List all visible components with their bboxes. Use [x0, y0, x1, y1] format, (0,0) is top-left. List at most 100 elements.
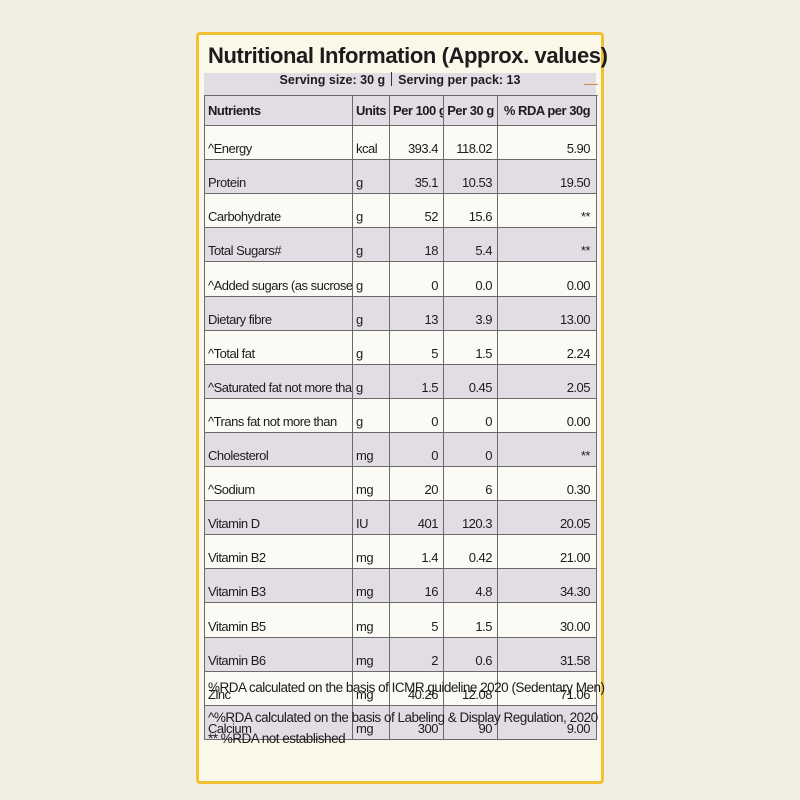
value-per-100g: 16 — [389, 568, 444, 604]
footnote-icmr: %RDA calculated on the basis of ICMR gui… — [208, 680, 605, 695]
header-units: Units — [352, 94, 390, 127]
serving-info: Serving size: 30 g Serving per pack: 13 — [204, 71, 596, 89]
nutrient-name: Cholesterol — [204, 431, 353, 468]
value-per-100g: 2 — [389, 636, 444, 672]
footnote-not-established: ** %RDA not established — [208, 731, 346, 746]
value-per-30g: 120.3 — [443, 500, 498, 536]
nutrient-name: ^Energy — [204, 125, 353, 161]
nutrient-unit: mg — [352, 636, 390, 672]
table-row: ^Saturated fat not more than g 1.5 0.45 2.05 — [204, 363, 597, 399]
value-rda: 20.05 — [497, 500, 597, 536]
nutrient-unit: mg — [352, 704, 390, 740]
header-per-30g: Per 30 g — [443, 94, 498, 127]
value-per-30g: 5.4 — [443, 227, 498, 263]
nutrient-name: Vitamin D — [204, 500, 353, 536]
nutrient-name: ^Trans fat not more than — [204, 397, 353, 433]
value-rda: 34.30 — [497, 568, 597, 604]
nutrient-unit: g — [352, 397, 390, 433]
table-row: Vitamin B6 mg 2 0.6 31.58 — [204, 636, 597, 672]
value-rda: 5.90 — [497, 125, 597, 161]
value-rda: 13.00 — [497, 295, 597, 331]
value-per-100g: 13 — [389, 295, 444, 331]
value-per-30g: 4.8 — [443, 568, 498, 604]
value-rda: 0.00 — [497, 261, 597, 297]
table-row: ^Sodium mg 20 6 0.30 — [204, 466, 597, 502]
nutrition-panel: Nutritional Information (Approx. values)… — [204, 39, 608, 779]
nutrient-name: Zinc — [204, 670, 353, 706]
value-per-30g: 15.6 — [443, 193, 498, 229]
table-row: Dietary fibre g 13 3.9 13.00 — [204, 295, 597, 331]
footnote-regulation: ^%RDA calculated on the basis of Labelin… — [208, 710, 598, 725]
value-per-100g: 0 — [389, 431, 444, 468]
nutrient-unit: IU — [352, 500, 390, 536]
value-per-100g: 393.4 — [389, 125, 444, 161]
nutrient-name: Vitamin B3 — [204, 568, 353, 604]
value-per-100g: 401 — [389, 500, 444, 536]
nutrient-name: Vitamin B6 — [204, 636, 353, 672]
nutrient-unit: g — [352, 159, 390, 195]
value-rda: 71.06 — [497, 670, 597, 706]
nutrient-unit: kcal — [352, 125, 390, 161]
nutrient-unit: g — [352, 227, 390, 263]
value-rda: 0.30 — [497, 466, 597, 502]
nutrient-name: Total Sugars# — [204, 227, 353, 263]
nutrient-name: Dietary fibre — [204, 295, 353, 331]
value-rda: 2.24 — [497, 329, 597, 365]
header-per-100g: Per 100 g — [389, 94, 444, 127]
table-header-row: Nutrients Units Per 100 g Per 30 g % RDA… — [204, 94, 597, 127]
value-per-100g: 0 — [389, 261, 444, 297]
nutrient-name: Vitamin B2 — [204, 534, 353, 570]
value-per-30g: 12.08 — [443, 670, 498, 706]
nutrition-rows: ^Energy kcal 393.4 118.02 5.90 Protein g 35.1 10… — [204, 125, 597, 740]
value-per-100g: 0 — [389, 397, 444, 433]
value-per-100g: 52 — [389, 193, 444, 229]
serving-divider — [391, 72, 393, 86]
value-per-30g: 0.6 — [443, 636, 498, 672]
value-per-30g: 0.45 — [443, 363, 498, 399]
nutrient-name: ^Total fat — [204, 329, 353, 365]
value-rda: ** — [497, 227, 597, 263]
nutrient-name: ^Saturated fat not more than — [204, 363, 353, 399]
table-row: Carbohydrate g 52 15.6 ** — [204, 193, 597, 229]
nutrition-table: Nutrients Units Per 100 g Per 30 g % RDA… — [204, 94, 597, 740]
header-nutrients: Nutrients — [204, 94, 353, 127]
value-per-100g: 5 — [389, 329, 444, 365]
value-per-100g: 1.5 — [389, 363, 444, 399]
nutrient-unit: mg — [352, 534, 390, 570]
value-per-30g: 90 — [443, 704, 498, 740]
value-per-100g: 1.4 — [389, 534, 444, 570]
value-per-30g: 0 — [443, 397, 498, 433]
value-per-30g: 6 — [443, 466, 498, 502]
edge-tick — [584, 84, 598, 85]
table-row: ^Energy kcal 393.4 118.02 5.90 — [204, 125, 597, 161]
nutrient-unit: mg — [352, 602, 390, 638]
nutrient-unit: mg — [352, 568, 390, 604]
value-rda: 21.00 — [497, 534, 597, 570]
table-row: ^Total fat g 5 1.5 2.24 — [204, 329, 597, 365]
table-row: Vitamin B3 mg 16 4.8 34.30 — [204, 568, 597, 604]
nutrient-unit: mg — [352, 466, 390, 502]
nutrient-name: Vitamin B5 — [204, 602, 353, 638]
nutrient-name: Carbohydrate — [204, 193, 353, 229]
value-per-30g: 0.42 — [443, 534, 498, 570]
nutrient-unit: mg — [352, 431, 390, 468]
nutrient-unit: g — [352, 363, 390, 399]
value-rda: 0.00 — [497, 397, 597, 433]
value-per-100g: 20 — [389, 466, 444, 502]
table-row: Cholesterol mg 0 0 ** — [204, 431, 597, 468]
value-per-30g: 10.53 — [443, 159, 498, 195]
nutrient-name: ^Sodium — [204, 466, 353, 502]
nutrient-unit: g — [352, 329, 390, 365]
value-per-30g: 0.0 — [443, 261, 498, 297]
table-row: Vitamin B2 mg 1.4 0.42 21.00 — [204, 534, 597, 570]
table-row: ^Added sugars (as sucrose) g 0 0.0 0.00 — [204, 261, 597, 297]
footnotes: %RDA calculated on the basis of ICMR gui… — [208, 679, 605, 748]
value-per-30g: 0 — [443, 431, 498, 468]
value-rda: ** — [497, 431, 597, 468]
nutrient-name: Calcium — [204, 704, 353, 740]
nutrient-name: ^Added sugars (as sucrose) — [204, 261, 353, 297]
servings-per-pack: Serving per pack: 13 — [398, 73, 521, 87]
table-row: Calcium mg 300 90 9.00 — [204, 704, 597, 740]
value-per-100g: 5 — [389, 602, 444, 638]
nutrient-name: Protein — [204, 159, 353, 195]
